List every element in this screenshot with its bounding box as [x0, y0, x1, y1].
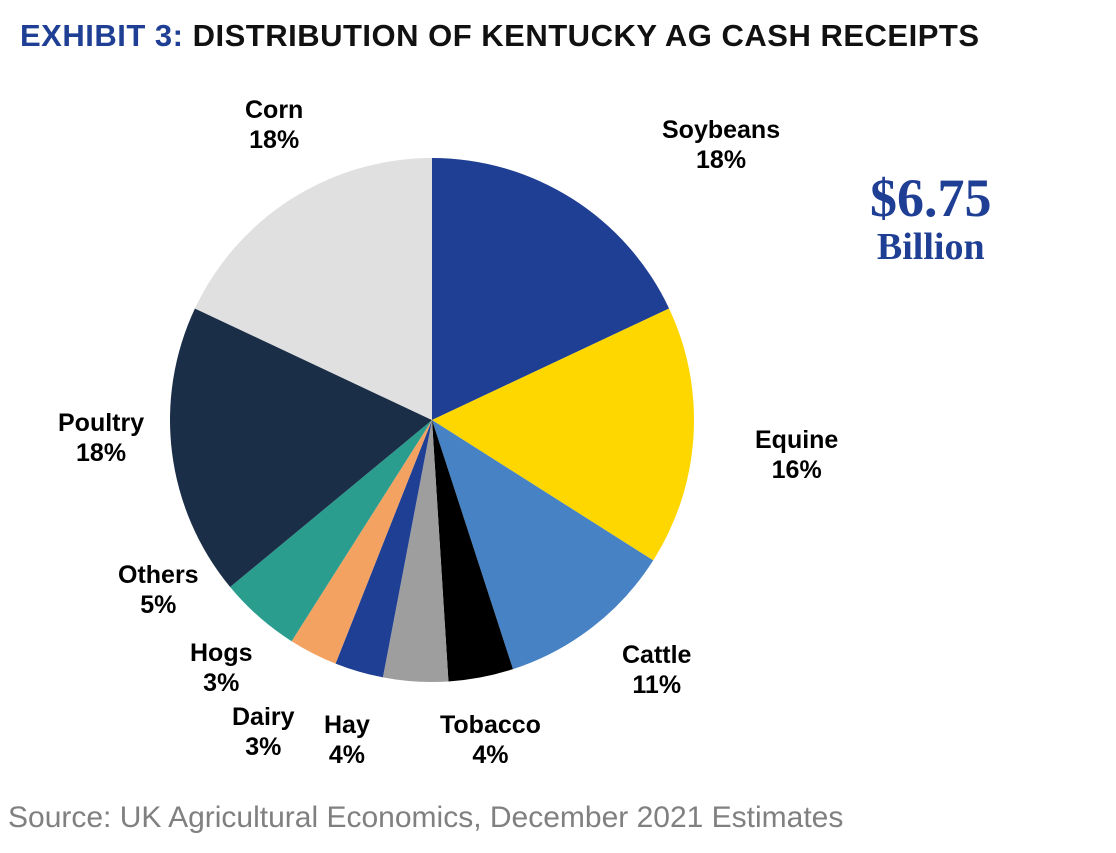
pie-label-dairy: Dairy3% [232, 702, 295, 762]
pie-label-poultry: Poultry18% [58, 408, 144, 468]
pie-label-tobacco: Tobacco4% [440, 710, 541, 770]
pie-label-cattle: Cattle11% [622, 640, 691, 700]
source-text: Source: UK Agricultural Economics, Decem… [8, 801, 843, 835]
title-main: DISTRIBUTION OF KENTUCKY AG CASH RECEIPT… [183, 18, 979, 53]
pie-chart [168, 156, 696, 689]
total-callout: $6.75 Billion [870, 170, 992, 268]
callout-amount: $6.75 [870, 170, 992, 227]
pie-svg [168, 156, 696, 684]
pie-label-hay: Hay4% [324, 710, 370, 770]
callout-unit: Billion [870, 227, 992, 269]
pie-label-others: Others5% [118, 560, 199, 620]
pie-label-equine: Equine16% [755, 425, 838, 485]
pie-label-hogs: Hogs3% [190, 638, 253, 698]
chart-title: EXHIBIT 3: DISTRIBUTION OF KENTUCKY AG C… [20, 18, 980, 54]
pie-label-corn: Corn18% [245, 95, 303, 155]
title-exhibit: EXHIBIT 3: [20, 18, 183, 53]
pie-label-soybeans: Soybeans18% [662, 115, 780, 175]
